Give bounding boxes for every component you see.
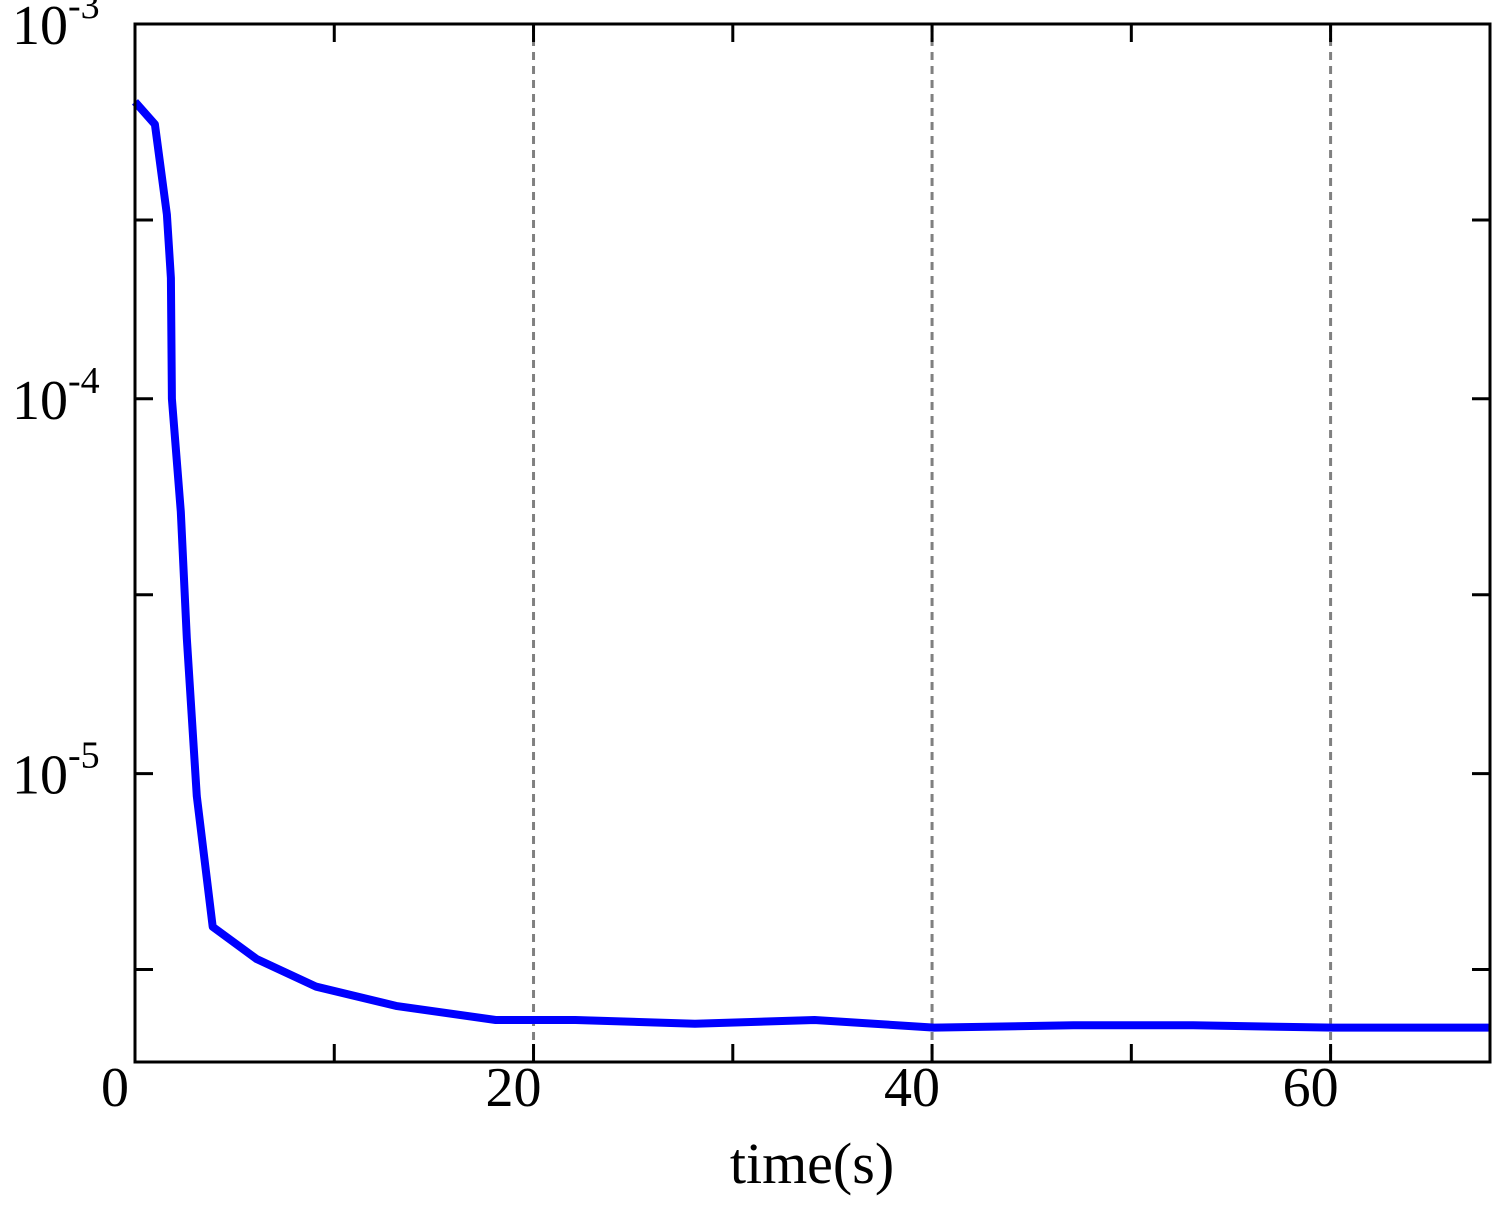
tick-layer <box>133 22 1490 1062</box>
x-tick-label: 40 <box>884 1057 940 1119</box>
series-line <box>132 99 1490 1032</box>
y-tick-label: 10-4 <box>12 360 100 432</box>
y-tick-label: 10-5 <box>12 735 100 807</box>
plot-frame <box>133 22 1492 1064</box>
x-tick-label: 20 <box>486 1057 542 1119</box>
label-layer: 0 20 40 60 10-3 10-4 10-5 <box>12 0 1339 1119</box>
grid-layer <box>532 24 1333 1062</box>
y-tick-label: 10-3 <box>12 0 100 57</box>
x-axis-label: time(s) <box>730 1131 894 1196</box>
x-tick-label: 60 <box>1283 1057 1339 1119</box>
x-tick-label: 0 <box>101 1057 129 1119</box>
series-layer <box>132 99 1490 1032</box>
